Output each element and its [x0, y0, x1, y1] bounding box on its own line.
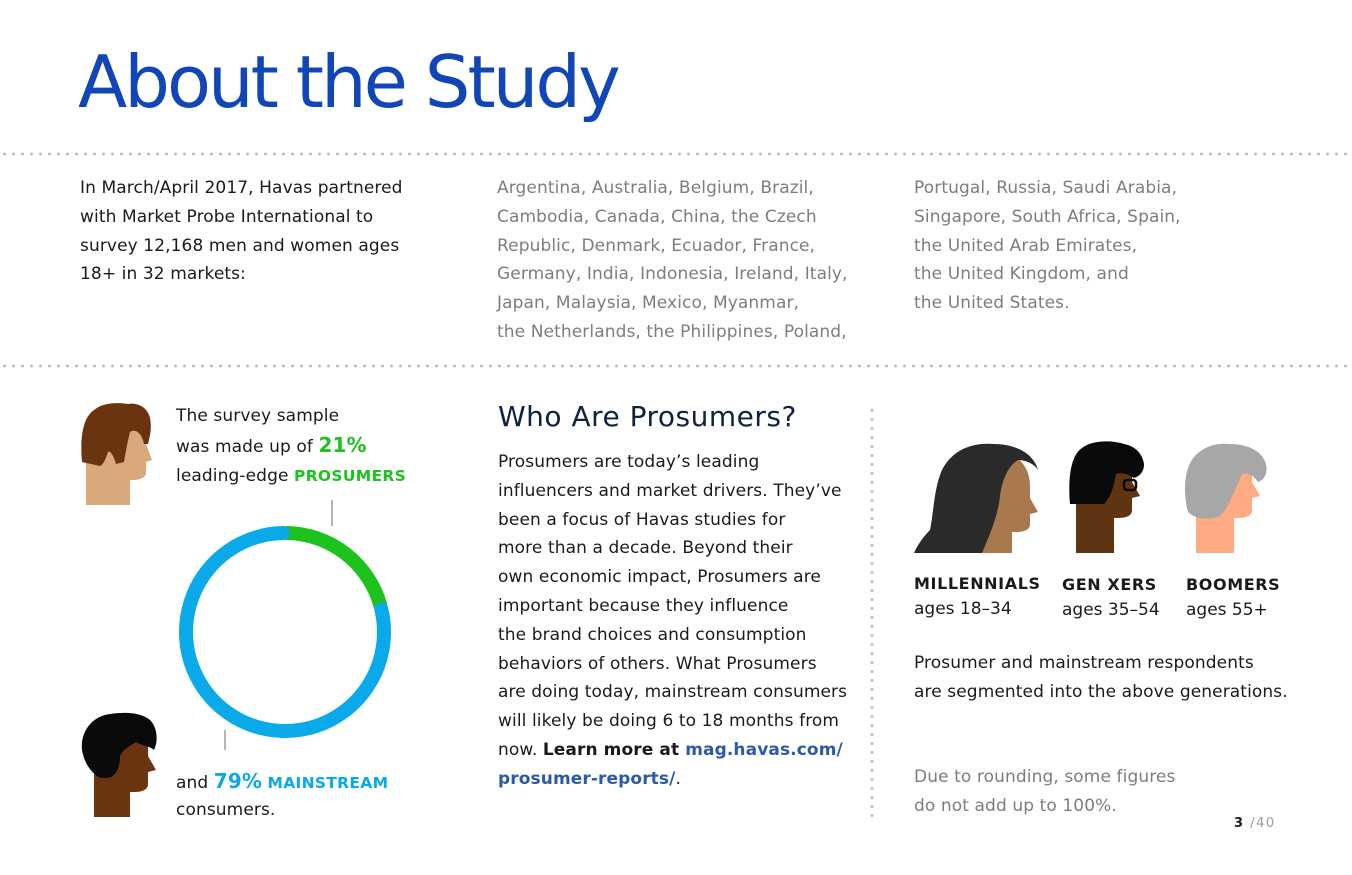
page-total: /40 [1250, 816, 1276, 831]
genx-head-icon [1069, 441, 1144, 553]
markets-list-2: Portugal, Russia, Saudi Arabia, Singapor… [914, 174, 1314, 318]
body-line: behaviors of others. What Prosumers [498, 653, 817, 674]
market-line: the United Arab Emirates, [914, 235, 1138, 256]
generation-note: Prosumer and mainstream respondents are … [914, 649, 1314, 707]
mainstream-percent: 79% [213, 769, 262, 793]
generation-ages: ages 18–34 [914, 599, 1012, 619]
generation-boomers: BOOMERS ages 55+ [1186, 575, 1280, 620]
generation-label: BOOMERS [1186, 575, 1281, 594]
rounding-line: do not add up to 100%. [914, 795, 1117, 816]
prosumers-body: Prosumers are today’s leading influencer… [498, 448, 858, 794]
sample-donut-chart [179, 500, 391, 750]
sample-line1: The survey sample [176, 406, 340, 426]
market-line: Japan, Malaysia, Mexico, Myanmar, [497, 293, 800, 314]
prosumer-head-icon [81, 403, 152, 505]
body-line: Prosumers are today’s leading [498, 452, 760, 472]
market-line: Cambodia, Canada, China, the Czech [497, 206, 817, 227]
body-line: own economic impact, Prosumers are [498, 567, 821, 588]
market-line: the United States. [914, 293, 1070, 314]
body-line: the brand choices and consumption [498, 624, 807, 645]
generation-label: GEN XERS [1062, 575, 1157, 594]
rounding-note: Due to rounding, some figures do not add… [914, 763, 1274, 821]
market-line: Germany, India, Indonesia, Ireland, Ital… [497, 264, 848, 285]
body-line: will likely be doing 6 to 18 months from [498, 711, 840, 732]
learn-more-label: Learn more at [542, 739, 686, 760]
boomer-head-icon [1185, 443, 1267, 553]
prosumer-percent: 21% [318, 432, 367, 457]
body-line-last: now. Learn more at mag.havas.com/ [498, 736, 858, 765]
market-line: Singapore, South Africa, Spain, [914, 206, 1181, 227]
note-line: are segmented into the above generations… [914, 681, 1288, 702]
page-current: 3 [1234, 816, 1245, 831]
millennial-head-icon [914, 443, 1038, 553]
body-now: now. [498, 739, 543, 760]
donut-slice-prosumers [280, 526, 388, 613]
generation-label: MILLENNIALS [914, 574, 1041, 593]
sample-prefix2: leading-edge [176, 465, 295, 486]
prosumer-reports-link[interactable]: mag.havas.com/ [685, 739, 843, 760]
market-line: the United Kingdom, and [914, 264, 1129, 285]
intro-line: survey 12,168 men and women ages [80, 235, 400, 256]
body-line: more than a decade. Beyond their [498, 538, 793, 559]
study-intro: In March/April 2017, Havas partnered wit… [80, 174, 440, 289]
vertical-divider [870, 406, 874, 818]
generation-ages: ages 55+ [1186, 600, 1268, 620]
generation-genx: GEN XERS ages 35–54 [1062, 575, 1160, 620]
sample-text: The survey sample was made up of 21% lea… [176, 402, 456, 490]
mainstream-head-icon [81, 712, 157, 817]
prosumer-label: PROSUMERS [294, 466, 407, 485]
body-line: been a focus of Havas studies for [498, 509, 786, 530]
sample-line3: leading-edge PROSUMERS [176, 462, 456, 491]
body-line: influencers and market drivers. They’ve [498, 480, 842, 501]
rounding-line: Due to rounding, some figures [914, 767, 1176, 787]
market-line: Argentina, Australia, Belgium, Brazil, [497, 178, 814, 198]
sample-line2: was made up of 21% [176, 431, 456, 462]
prosumers-heading: Who Are Prosumers? [498, 400, 797, 433]
body-link-line: prosumer-reports/. [498, 765, 858, 794]
note-line: Prosumer and mainstream respondents [914, 653, 1254, 673]
mainstream-line: and 79% MAINSTREAM [176, 768, 456, 797]
link-period: . [675, 768, 681, 789]
mainstream-label: MAINSTREAM [267, 774, 389, 792]
intro-line: In March/April 2017, Havas partnered [80, 178, 403, 198]
generation-ages: ages 35–54 [1062, 600, 1160, 620]
market-line: Portugal, Russia, Saudi Arabia, [914, 178, 1178, 198]
middle-divider [0, 364, 1352, 368]
intro-line: with Market Probe International to [80, 206, 374, 227]
prosumer-reports-link-cont[interactable]: prosumer-reports/ [498, 768, 676, 789]
mainstream-text: and 79% MAINSTREAM consumers. [176, 768, 456, 824]
page-number: 3 /40 [1234, 816, 1276, 831]
page-title: About the Study [78, 40, 621, 124]
body-line: are doing today, mainstream consumers [498, 682, 848, 703]
mainstream-suffix: consumers. [176, 800, 276, 820]
markets-list-1: Argentina, Australia, Belgium, Brazil, C… [497, 174, 897, 347]
market-line: the Netherlands, the Philippines, Poland… [497, 321, 847, 342]
mainstream-prefix: and [176, 773, 214, 793]
body-line: important because they influence [498, 595, 789, 616]
intro-line: 18+ in 32 markets: [80, 264, 246, 285]
market-line: Republic, Denmark, Ecuador, France, [497, 235, 816, 256]
generation-millennials: MILLENNIALS ages 18–34 [914, 574, 1041, 619]
sample-prefix: was made up of [176, 436, 319, 457]
top-divider [0, 152, 1352, 156]
donut-slice-mainstream [179, 526, 391, 738]
